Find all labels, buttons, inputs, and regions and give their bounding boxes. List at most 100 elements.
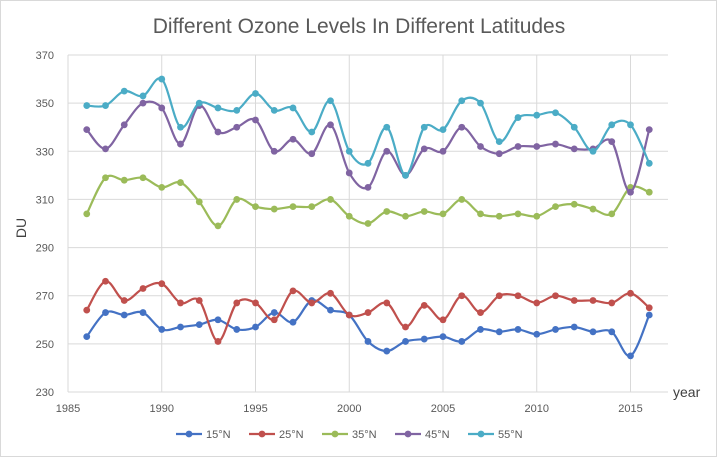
data-point: [439, 210, 447, 218]
data-point: [645, 311, 653, 319]
data-point: [102, 277, 109, 285]
data-point: [645, 159, 653, 167]
data-point: [289, 135, 297, 143]
data-point: [570, 200, 578, 208]
series-15Nn: [83, 297, 653, 360]
x-tick-label: 1985: [56, 403, 80, 415]
data-point: [308, 203, 316, 211]
data-point: [345, 212, 353, 220]
data-point: [589, 297, 597, 304]
y-tick-label: 330: [36, 146, 54, 158]
data-point: [252, 116, 259, 124]
x-tick-label: 2000: [337, 403, 361, 415]
y-tick-label: 270: [36, 291, 54, 303]
legend-swatch-marker: [404, 430, 412, 438]
data-point: [458, 97, 466, 105]
data-point: [552, 292, 559, 300]
data-point: [83, 102, 91, 109]
data-point: [233, 123, 241, 131]
data-point: [139, 99, 147, 107]
y-axis-label: DU: [13, 218, 29, 238]
data-point: [514, 143, 522, 150]
data-point: [102, 145, 109, 153]
data-point: [514, 326, 522, 333]
data-point: [533, 212, 541, 220]
data-point: [270, 205, 278, 213]
data-point: [364, 309, 372, 316]
data-point: [533, 299, 541, 307]
data-point: [439, 316, 447, 324]
data-point: [308, 299, 316, 307]
data-point: [158, 326, 166, 333]
data-point: [83, 126, 91, 134]
data-point: [345, 311, 353, 319]
data-point: [477, 210, 484, 218]
data-point: [177, 323, 184, 331]
data-point: [195, 198, 203, 206]
data-point: [270, 147, 278, 155]
data-point: [252, 323, 259, 331]
data-point: [252, 203, 259, 211]
legend-item: 35°N: [322, 429, 377, 441]
data-point: [83, 333, 91, 341]
data-point: [439, 126, 447, 134]
data-point: [139, 285, 147, 292]
data-point: [270, 316, 278, 324]
data-point: [289, 287, 297, 295]
data-point: [458, 123, 466, 131]
data-point: [177, 179, 184, 186]
data-point: [402, 212, 409, 220]
series-group: [83, 75, 653, 360]
data-point: [645, 126, 653, 134]
data-point: [102, 309, 109, 316]
data-point: [120, 311, 128, 319]
legend-swatch-marker: [477, 430, 485, 438]
x-tick-label: 1995: [243, 403, 267, 415]
data-point: [552, 326, 559, 333]
data-point: [345, 169, 353, 177]
series-line: [85, 100, 651, 194]
data-point: [120, 297, 128, 304]
data-point: [327, 97, 334, 105]
data-point: [552, 140, 559, 148]
data-point: [289, 318, 297, 326]
data-point: [627, 352, 634, 360]
data-point: [627, 289, 634, 297]
x-axis-label: year: [673, 384, 701, 400]
data-point: [177, 299, 184, 307]
data-point: [177, 140, 184, 148]
data-point: [139, 174, 147, 182]
series-35Nn: [83, 174, 653, 230]
data-point: [195, 321, 203, 328]
data-point: [627, 121, 634, 129]
data-point: [327, 196, 334, 203]
data-point: [158, 75, 166, 83]
data-point: [270, 106, 278, 114]
data-point: [195, 297, 203, 304]
data-point: [439, 147, 447, 155]
data-point: [383, 299, 391, 307]
series-45Nn: [83, 99, 653, 196]
y-tick-labels: 230 250 270 290 310 330 350 370: [36, 50, 54, 399]
data-point: [252, 90, 259, 97]
data-point: [439, 333, 447, 341]
data-point: [383, 147, 391, 155]
data-point: [289, 104, 297, 112]
data-point: [289, 203, 297, 211]
data-point: [608, 328, 616, 336]
data-point: [495, 150, 503, 158]
data-point: [402, 323, 409, 331]
data-point: [570, 323, 578, 331]
data-point: [589, 328, 597, 336]
data-point: [608, 138, 616, 146]
data-point: [402, 338, 409, 345]
legend-label: 35°N: [352, 429, 377, 441]
data-point: [308, 128, 316, 136]
data-point: [552, 203, 559, 211]
data-point: [533, 330, 541, 338]
data-point: [495, 212, 503, 220]
data-point: [327, 121, 334, 129]
y-tick-label: 250: [36, 339, 54, 351]
data-point: [327, 289, 334, 297]
